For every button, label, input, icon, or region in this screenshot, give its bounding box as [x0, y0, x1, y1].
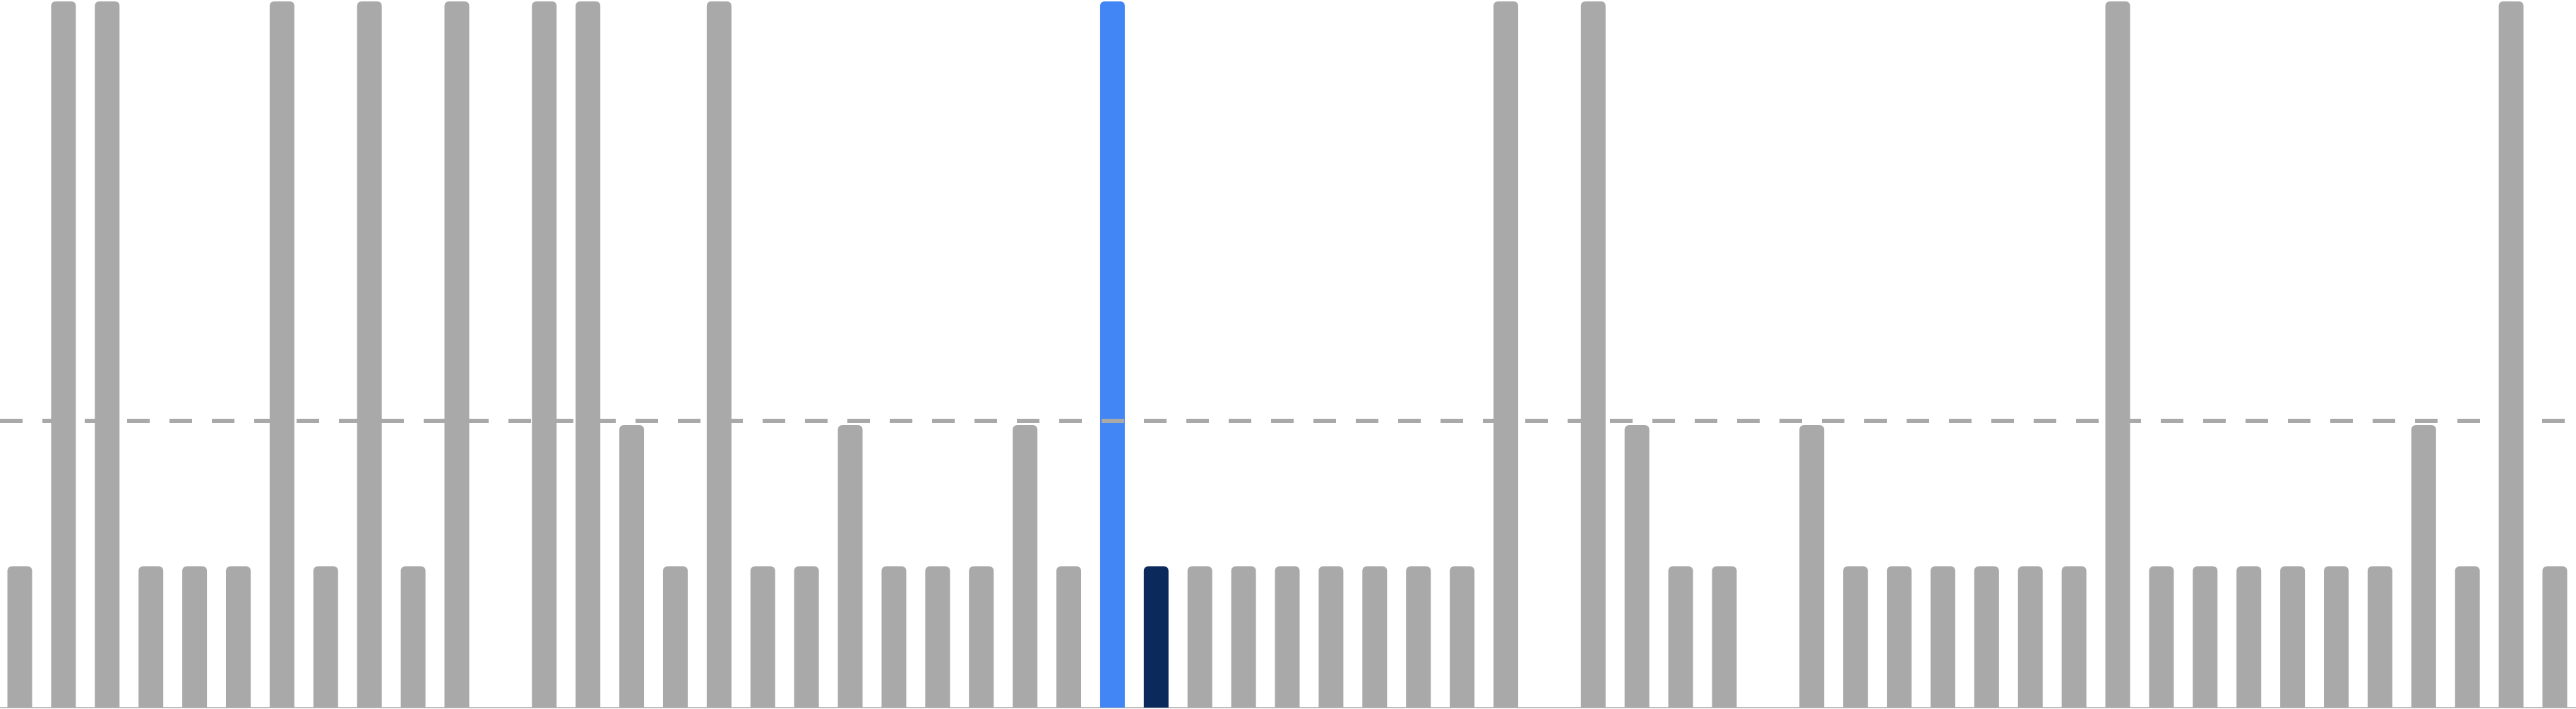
bar	[269, 1, 294, 708]
bar	[2324, 566, 2349, 708]
bar	[2411, 425, 2436, 708]
bar	[1013, 425, 1038, 708]
bar	[2236, 566, 2262, 708]
bar	[706, 1, 732, 708]
bar	[2017, 566, 2043, 708]
bar	[2149, 566, 2174, 708]
bar	[2455, 566, 2480, 708]
bar	[1318, 566, 1344, 708]
bar	[2193, 566, 2218, 708]
bar	[925, 566, 950, 708]
bar	[444, 1, 470, 708]
bar	[1712, 566, 1737, 708]
bar	[1450, 566, 1475, 708]
bar	[182, 566, 208, 708]
bar	[7, 566, 32, 708]
bar	[1099, 1, 1125, 708]
bar	[95, 1, 120, 708]
bar	[2061, 566, 2087, 708]
bar	[1406, 566, 1431, 708]
bar	[532, 1, 557, 708]
bar	[313, 566, 338, 708]
bar	[1843, 566, 1868, 708]
bar	[225, 566, 251, 708]
bar	[576, 1, 601, 708]
bar	[1187, 566, 1212, 708]
bar	[837, 425, 863, 708]
bar	[750, 566, 775, 708]
bar	[1231, 566, 1256, 708]
bar	[2542, 566, 2568, 708]
bar	[1799, 425, 1825, 708]
bar	[400, 566, 426, 708]
bar	[969, 566, 994, 708]
bar	[1362, 566, 1388, 708]
bar	[1056, 566, 1082, 708]
bar	[2498, 1, 2524, 708]
bar	[2105, 1, 2130, 708]
bar	[662, 566, 688, 708]
bar	[881, 566, 907, 708]
bar	[619, 425, 645, 708]
bar	[1275, 566, 1300, 708]
bar	[1580, 1, 1606, 708]
bar	[1887, 566, 1912, 708]
bar	[138, 566, 164, 708]
bar	[1930, 566, 1955, 708]
bar	[1974, 566, 1999, 708]
bar	[51, 1, 76, 708]
bar	[1493, 1, 1518, 708]
bar	[357, 1, 382, 708]
bar	[2280, 566, 2306, 708]
bar	[794, 566, 819, 708]
bar	[2367, 566, 2392, 708]
bar	[1624, 425, 1650, 708]
bar	[1668, 566, 1693, 708]
bar	[1143, 566, 1169, 708]
